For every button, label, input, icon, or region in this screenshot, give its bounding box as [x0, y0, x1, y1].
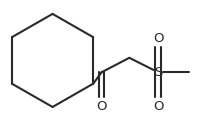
Text: O: O	[96, 100, 107, 113]
Text: O: O	[153, 32, 163, 45]
Text: S: S	[154, 66, 162, 79]
Text: O: O	[153, 100, 163, 113]
